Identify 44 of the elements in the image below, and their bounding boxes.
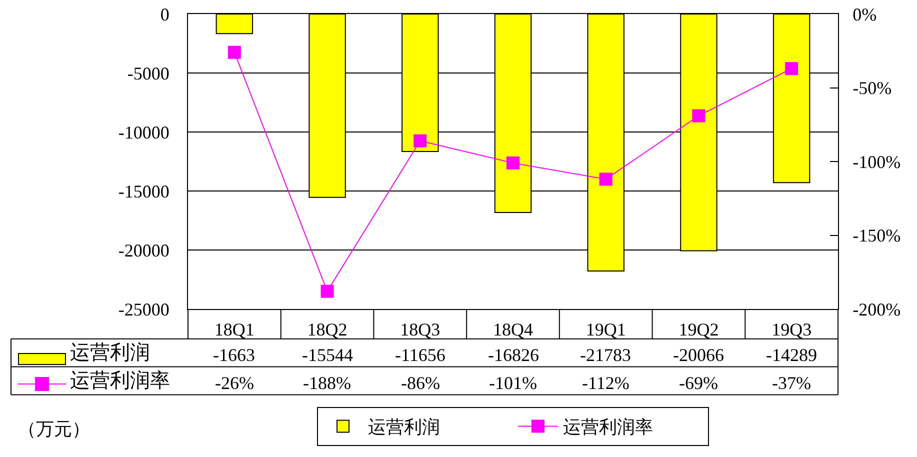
y-tick-label: -10000 bbox=[118, 122, 170, 142]
point bbox=[599, 172, 612, 186]
text: （万元） bbox=[18, 419, 90, 439]
y-tick-label: -5000 bbox=[127, 63, 170, 84]
data-label: -15544 bbox=[302, 345, 353, 365]
text: 运营利润率 bbox=[563, 417, 653, 438]
data-label: -26% bbox=[215, 373, 254, 393]
data-label: -37% bbox=[772, 373, 811, 393]
y2-tick-label: -150% bbox=[852, 226, 901, 246]
point bbox=[506, 156, 520, 170]
x-tick-label: 19Q2 bbox=[678, 320, 719, 340]
x-tick-label: 18Q4 bbox=[493, 320, 533, 340]
y-tick-label: -15000 bbox=[118, 181, 170, 202]
data-label: -20066 bbox=[673, 345, 724, 365]
y2-tick-label: -200% bbox=[852, 299, 901, 320]
x-tick-label: 18Q2 bbox=[307, 320, 348, 340]
data-label: -11656 bbox=[395, 345, 446, 365]
y-tick-label: -20000 bbox=[118, 240, 170, 260]
data-label: -86% bbox=[401, 373, 440, 393]
x-tick-label: 19Q1 bbox=[586, 320, 626, 340]
data-label: -1663 bbox=[213, 345, 255, 365]
legend-label: 运营利润 bbox=[70, 342, 150, 364]
legend-label: 运营利润率 bbox=[70, 370, 170, 392]
data-label: -21783 bbox=[580, 345, 631, 365]
data-label: -16826 bbox=[488, 345, 539, 365]
point bbox=[414, 134, 427, 148]
data-label: -188% bbox=[303, 373, 351, 393]
y2-tick-label: -100% bbox=[852, 152, 901, 172]
data-label: -112% bbox=[582, 373, 630, 393]
x-tick-label: 19Q3 bbox=[772, 320, 812, 340]
text: 运营利润 bbox=[368, 417, 440, 438]
x-tick-label: 18Q3 bbox=[400, 320, 440, 340]
point bbox=[785, 62, 798, 76]
point bbox=[228, 46, 241, 59]
data-label: -101% bbox=[489, 373, 537, 393]
y-tick-label: 0 bbox=[160, 4, 170, 24]
y2-tick-label: -50% bbox=[852, 78, 892, 98]
point bbox=[692, 109, 706, 122]
data-label: -14289 bbox=[766, 345, 817, 365]
y2-tick-label: 0% bbox=[852, 4, 877, 24]
point bbox=[320, 284, 334, 298]
y-tick-label: -25000 bbox=[118, 299, 170, 320]
x-tick-label: 18Q1 bbox=[214, 320, 254, 340]
data-label: -69% bbox=[679, 373, 718, 393]
